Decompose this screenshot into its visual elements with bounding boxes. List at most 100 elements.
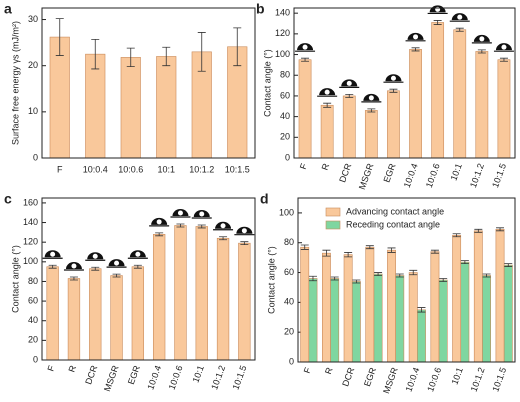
y-tick-label: 160 — [23, 197, 38, 207]
error-bar — [69, 276, 78, 281]
y-tick-label: 40 — [284, 297, 294, 307]
panel-label: a — [4, 1, 12, 17]
bar — [216, 237, 230, 361]
panel-label: c — [4, 191, 12, 207]
error-bar — [504, 263, 513, 267]
error-bar — [197, 32, 206, 72]
error-bar — [374, 272, 383, 276]
x-tick-label: F — [57, 164, 63, 174]
bar — [475, 51, 489, 159]
bar — [131, 266, 145, 361]
error-bar — [330, 276, 339, 281]
error-bar — [91, 266, 100, 271]
bar — [387, 249, 396, 363]
error-bar — [389, 88, 398, 93]
bar — [409, 49, 422, 159]
droplet-highlight — [114, 260, 120, 266]
x-tick-label: 10:1 — [448, 162, 463, 182]
bar — [174, 225, 187, 361]
droplet-highlight — [220, 223, 226, 229]
x-tick-label: R — [66, 364, 78, 374]
x-tick-label: 10:0.6 — [167, 364, 185, 391]
x-tick-label: EGR — [362, 366, 378, 388]
x-tick-label: 10:1 — [449, 366, 464, 386]
y-tick-label: 0 — [285, 152, 290, 162]
y-axis-label: Contact angle (°) — [262, 49, 272, 117]
error-bar — [322, 249, 331, 257]
error-bar — [48, 264, 57, 269]
bar — [300, 246, 310, 363]
bar — [195, 226, 208, 361]
bar — [320, 104, 334, 159]
bar — [460, 261, 470, 363]
droplet-highlight — [324, 89, 330, 95]
x-tick-label: 10:0.4 — [402, 162, 420, 189]
legend-label: Receding contact angle — [346, 219, 440, 229]
droplet-highlight — [241, 228, 247, 234]
bar — [431, 22, 445, 159]
bar — [322, 252, 331, 363]
bar — [503, 264, 513, 363]
error-bar — [155, 232, 164, 237]
y-axis-label: Surface free energy γs (mJ/m²) — [10, 21, 20, 145]
x-tick-label: DCR — [340, 366, 356, 388]
droplet-highlight — [50, 251, 56, 257]
droplet-highlight — [368, 95, 374, 101]
error-bar — [499, 57, 508, 62]
error-bar — [496, 227, 505, 232]
bar — [408, 272, 418, 363]
x-tick-label: R — [323, 366, 335, 376]
error-bar — [240, 241, 249, 246]
y-tick-label: 40 — [280, 111, 290, 121]
error-bar — [433, 20, 442, 25]
y-tick-label: 100 — [23, 256, 38, 266]
bar — [473, 230, 483, 363]
legend-swatch — [325, 220, 341, 230]
error-bar — [55, 18, 64, 56]
droplet-highlight — [199, 211, 205, 217]
error-bar — [219, 236, 228, 241]
error-bar — [430, 249, 439, 254]
y-tick-label: 60 — [28, 295, 38, 305]
x-tick-label: F — [298, 162, 309, 171]
x-tick-label: 10:1.2 — [469, 366, 487, 393]
x-tick-label: 10:1.5 — [490, 366, 508, 393]
y-tick-label: 140 — [275, 8, 290, 18]
droplet-highlight — [177, 210, 183, 216]
bar — [417, 309, 426, 363]
x-tick-label: 10:0.6 — [424, 162, 442, 189]
x-tick-label: 10:1 — [157, 164, 175, 174]
droplet-highlight — [135, 251, 141, 257]
bar — [453, 29, 467, 159]
error-bar — [387, 247, 396, 253]
y-tick-label: 30 — [28, 14, 38, 24]
y-tick-label: 10 — [28, 106, 38, 116]
y-tick-label: 100 — [279, 207, 294, 217]
error-bar — [112, 273, 121, 278]
plot-frame — [41, 7, 256, 159]
error-bar — [395, 273, 404, 278]
error-bar — [365, 245, 374, 250]
bar — [67, 278, 81, 361]
y-axis-label: Contact angle (°) — [10, 245, 20, 313]
bar — [238, 242, 251, 361]
bar — [152, 234, 166, 361]
droplet-highlight — [501, 44, 507, 50]
x-tick-label: 10:1.2 — [468, 162, 486, 189]
error-bar — [474, 228, 483, 233]
bar — [330, 278, 340, 363]
y-tick-label: 140 — [23, 217, 38, 227]
y-axis-label: Contact angle (°) — [266, 246, 276, 314]
error-bar — [323, 102, 332, 108]
error-bar — [133, 264, 142, 269]
bar — [308, 278, 318, 363]
bar — [110, 275, 123, 361]
error-bar — [300, 244, 309, 250]
plot-frame — [293, 7, 516, 159]
y-tick-label: 80 — [28, 276, 38, 286]
bar — [430, 251, 440, 363]
y-tick-label: 20 — [28, 335, 38, 345]
x-tick-label: DCR — [83, 364, 99, 386]
bar — [46, 266, 59, 361]
